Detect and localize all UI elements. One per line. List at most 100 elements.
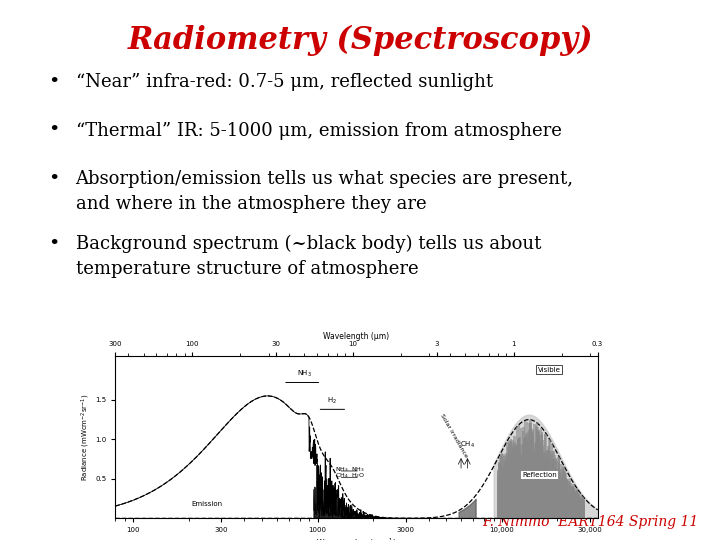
Bar <box>507 457 510 518</box>
Bar <box>531 438 533 518</box>
Bar <box>530 428 532 518</box>
Bar <box>524 442 527 518</box>
Text: Solar irradiance: Solar irradiance <box>439 413 469 458</box>
Bar <box>523 438 525 518</box>
Bar <box>552 470 554 518</box>
Bar <box>560 469 563 518</box>
Bar <box>523 443 526 518</box>
Bar <box>559 486 562 518</box>
Bar <box>559 475 562 518</box>
Bar <box>575 492 577 518</box>
Bar <box>542 457 545 518</box>
Bar <box>552 458 554 518</box>
Bar <box>502 472 505 518</box>
Bar <box>564 478 567 518</box>
Bar <box>560 485 562 518</box>
Bar <box>505 461 508 518</box>
Bar <box>569 483 572 518</box>
Bar <box>564 482 567 518</box>
Bar <box>500 464 502 518</box>
Bar <box>557 457 560 518</box>
Bar <box>544 434 546 518</box>
Bar <box>499 480 501 518</box>
Bar <box>582 500 585 518</box>
Bar <box>554 469 557 518</box>
Bar <box>534 443 536 518</box>
Bar <box>549 475 552 518</box>
Bar <box>579 500 581 518</box>
Bar <box>578 492 580 518</box>
Bar <box>502 474 504 518</box>
Bar <box>567 484 569 518</box>
Bar <box>539 440 541 518</box>
Bar <box>553 451 555 518</box>
Text: Background spectrum (~black body) tells us about
temperature structure of atmosp: Background spectrum (~black body) tells … <box>76 235 541 278</box>
Bar <box>505 476 508 518</box>
Bar <box>528 436 530 518</box>
Bar <box>562 467 564 518</box>
Bar <box>563 481 565 518</box>
Bar <box>510 461 513 518</box>
Bar <box>511 464 513 518</box>
Bar <box>497 470 500 518</box>
Bar <box>508 444 510 518</box>
Bar <box>540 443 542 518</box>
Bar <box>544 452 546 518</box>
Bar <box>505 474 508 518</box>
Bar <box>499 486 501 518</box>
Bar <box>582 497 584 518</box>
Bar <box>521 467 524 518</box>
Bar <box>518 437 521 518</box>
Bar <box>570 491 572 518</box>
Bar <box>539 468 541 518</box>
Bar <box>581 504 583 518</box>
Bar <box>514 444 517 518</box>
Bar <box>537 430 540 518</box>
Bar <box>535 426 537 518</box>
Bar <box>564 492 566 518</box>
Bar <box>577 503 580 518</box>
Bar <box>544 457 547 518</box>
Bar <box>526 435 528 518</box>
Bar <box>582 500 585 518</box>
Bar <box>548 476 550 518</box>
Text: NH$_3$  NH$_3$: NH$_3$ NH$_3$ <box>336 465 365 474</box>
Bar <box>576 499 578 518</box>
Text: “Near” infra-red: 0.7-5 μm, reflected sunlight: “Near” infra-red: 0.7-5 μm, reflected su… <box>76 73 492 91</box>
Bar <box>526 461 528 518</box>
Bar <box>499 485 502 518</box>
Bar <box>506 458 508 518</box>
Bar <box>563 474 565 518</box>
Bar <box>552 467 555 518</box>
Text: Absorption/emission tells us what species are present,
and where in the atmosphe: Absorption/emission tells us what specie… <box>76 170 574 213</box>
Bar <box>500 483 503 518</box>
Bar <box>518 465 521 518</box>
Bar <box>513 467 516 518</box>
Bar <box>558 473 561 518</box>
Bar <box>497 476 499 518</box>
Bar <box>559 464 562 518</box>
Bar <box>505 453 508 518</box>
Bar <box>514 472 516 518</box>
Bar <box>559 475 562 518</box>
Bar <box>523 427 525 518</box>
Bar <box>503 463 505 518</box>
Bar <box>573 495 576 518</box>
Bar <box>538 434 540 518</box>
Bar <box>562 484 565 518</box>
Bar <box>536 461 539 518</box>
Bar <box>541 431 544 518</box>
Bar <box>545 463 547 518</box>
Bar <box>524 437 526 518</box>
Bar <box>574 500 576 518</box>
Bar <box>575 490 577 518</box>
Bar <box>554 459 557 518</box>
Bar <box>580 496 582 518</box>
Bar <box>554 458 557 518</box>
Bar <box>523 437 526 518</box>
Text: Visible: Visible <box>538 367 560 373</box>
Bar <box>544 469 546 518</box>
Bar <box>501 481 503 518</box>
Bar <box>536 430 539 518</box>
Bar <box>519 458 521 518</box>
